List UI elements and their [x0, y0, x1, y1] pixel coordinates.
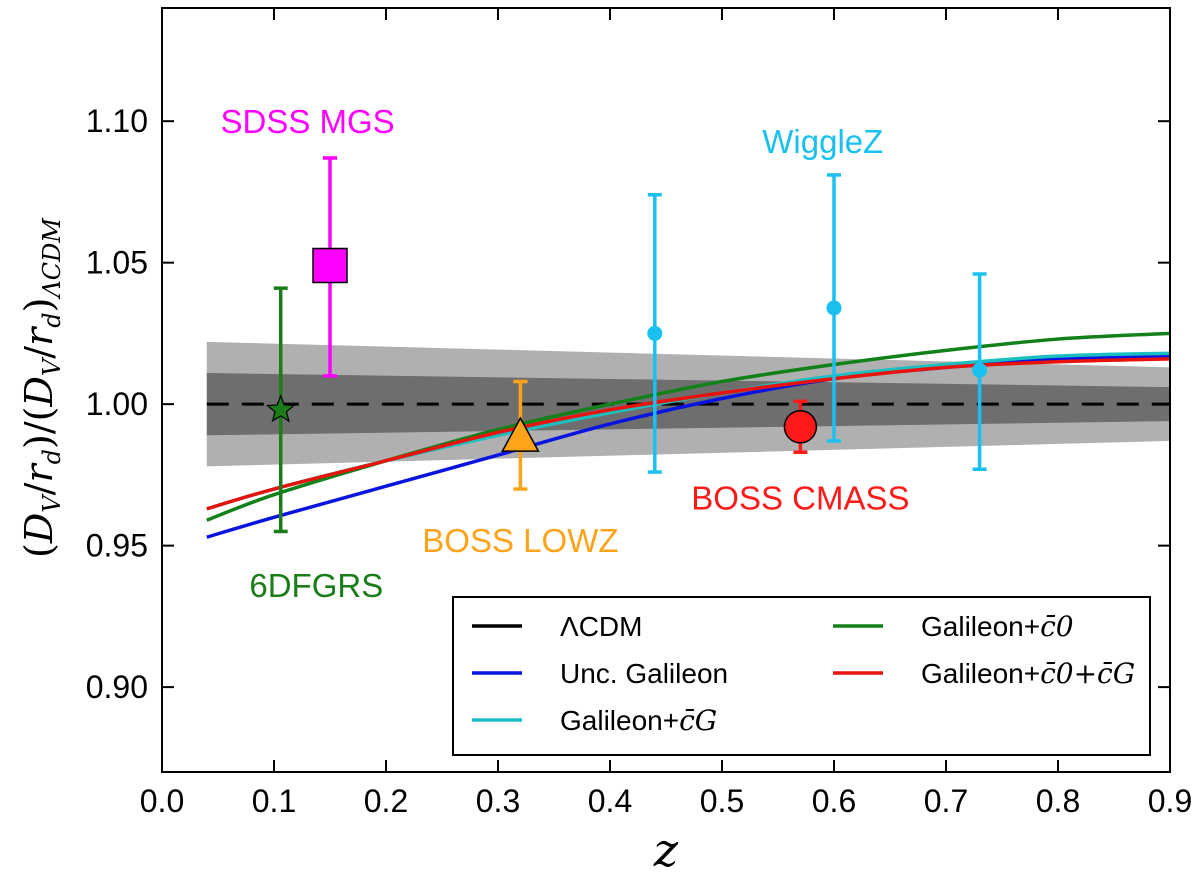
model-curves — [206, 331, 1170, 539]
x-tick-label: 0.0 — [140, 783, 184, 819]
ylabel-part: D — [17, 376, 61, 407]
marker-dot — [647, 325, 663, 341]
plot-frame — [161, 7, 1171, 773]
legend: ΛCDM Unc. Galileon Galileon+c̄G Galileon+c̄… — [452, 596, 1151, 756]
x-tick-label: 0.9 — [1148, 783, 1192, 819]
data-point-sdss-mgs — [312, 156, 348, 378]
ylabel-part: / — [17, 482, 61, 495]
series-line-4 — [206, 357, 1170, 511]
dataset-label: WiggleZ — [762, 123, 883, 160]
ylabel-part: r — [17, 462, 61, 483]
data-point-boss-lowz — [501, 379, 540, 491]
x-tick-label: 0.4 — [588, 783, 632, 819]
legend-label-math: c̄0+c̄G — [1040, 657, 1135, 690]
ylabel-part: d — [38, 312, 66, 327]
ylabel-part: D — [17, 513, 61, 544]
data-point-boss-cmass — [783, 399, 818, 455]
measurements — [265, 156, 988, 534]
dataset-labels: 6DFGRS SDSS MGS BOSS LOWZ BOSS CMASS WiggleZ — [220, 103, 909, 604]
ylabel-part: r — [17, 325, 61, 346]
x-tick-label: 0.3 — [476, 783, 520, 819]
legend-entry: Galileon+c̄0 — [833, 610, 1074, 643]
x-tick-label: 0.7 — [924, 783, 968, 819]
legend-label: Galileon+c̄0 — [921, 610, 1074, 643]
y-tick-label: 0.90 — [86, 669, 148, 705]
ylabel-part: ΛCDM — [38, 217, 66, 300]
svg-text:(DV/rd)/(DV/rd)ΛCDM: (DV/rd)/(DV/rd)ΛCDM — [17, 217, 66, 558]
y-tick-label: 1.05 — [86, 245, 148, 281]
x-tick-label: 0.1 — [252, 783, 296, 819]
marker-square — [312, 247, 348, 284]
legend-label: Galileon+c̄G — [560, 704, 717, 737]
y-tick-label: 0.95 — [86, 528, 148, 564]
ylabel-part: / — [17, 346, 61, 359]
dataset-label: SDSS MGS — [220, 103, 394, 140]
y-axis-label: (DV/rd)/(DV/rd)ΛCDM — [17, 217, 66, 558]
ylabel-part: )/( — [17, 407, 61, 449]
ylabel-part: ) — [17, 298, 61, 313]
legend-entry: Galileon+c̄0+c̄G — [833, 657, 1135, 690]
ylabel-part: ( — [17, 543, 61, 558]
legend-label-math: c̄0 — [1040, 610, 1074, 643]
data-point-wigglez — [826, 173, 842, 443]
dataset-label: BOSS LOWZ — [422, 522, 618, 559]
legend-label: Unc. Galileon — [560, 658, 728, 689]
y-tick-label: 1.10 — [86, 103, 148, 139]
y-tick-label: 1.00 — [86, 386, 148, 422]
legend-box — [452, 596, 1151, 756]
marker-triangle — [501, 416, 540, 452]
legend-label-math: c̄G — [679, 704, 717, 737]
x-tick-label: 0.2 — [364, 783, 408, 819]
data-point-wigglez — [647, 193, 663, 474]
marker-dot — [972, 362, 988, 378]
legend-label: ΛCDM — [560, 611, 642, 642]
ylabel-part: V — [38, 493, 66, 513]
legend-entry: Unc. Galileon — [472, 658, 728, 689]
legend-label: Galileon+c̄0+c̄G — [921, 657, 1135, 690]
data-point-6dfgrs — [265, 286, 296, 534]
legend-entry: Galileon+c̄G — [472, 704, 717, 737]
legend-entry: ΛCDM — [472, 611, 642, 642]
axes: 0.0 0.1 0.2 0.3 0.4 0.5 0.6 0.7 0.8 0.9 0.90 0.95 1.… — [86, 8, 1192, 819]
x-tick-label: 0.5 — [700, 783, 744, 819]
ylabel-part: V — [38, 356, 66, 376]
ylabel-part: d — [38, 449, 66, 464]
data-point-wigglez — [972, 272, 988, 471]
x-tick-label: 0.8 — [1036, 783, 1080, 819]
marker-dot — [826, 300, 842, 316]
marker-star — [265, 394, 296, 423]
marker-circle — [783, 410, 818, 444]
dataset-label: 6DFGRS — [249, 567, 383, 604]
x-axis-label: z — [653, 823, 679, 874]
dataset-label: BOSS CMASS — [691, 480, 909, 517]
x-tick-label: 0.6 — [812, 783, 856, 819]
